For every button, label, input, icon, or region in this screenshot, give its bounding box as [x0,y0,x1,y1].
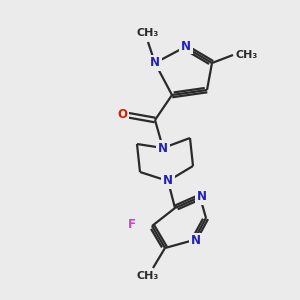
Text: O: O [117,109,127,122]
Text: N: N [181,40,191,52]
Text: N: N [163,175,173,188]
Text: CH₃: CH₃ [137,28,159,38]
Text: N: N [150,56,160,70]
Text: CH₃: CH₃ [236,50,258,60]
Text: N: N [197,190,207,203]
Text: CH₃: CH₃ [137,271,159,281]
Text: N: N [191,235,201,248]
Text: N: N [158,142,168,154]
Text: F: F [128,218,136,230]
